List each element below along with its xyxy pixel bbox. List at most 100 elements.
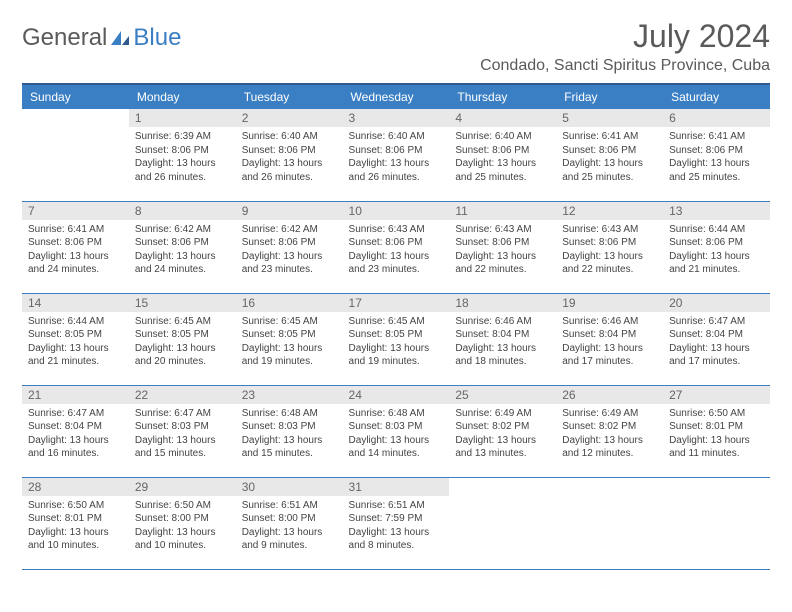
calendar-day-cell: 25Sunrise: 6:49 AMSunset: 8:02 PMDayligh… <box>449 385 556 477</box>
calendar-day-cell: 13Sunrise: 6:44 AMSunset: 8:06 PMDayligh… <box>663 201 770 293</box>
day-detail-line: and 22 minutes. <box>455 263 550 277</box>
day-details: Sunrise: 6:50 AMSunset: 8:01 PMDaylight:… <box>663 404 770 465</box>
day-details: Sunrise: 6:48 AMSunset: 8:03 PMDaylight:… <box>343 404 450 465</box>
day-detail-line: Daylight: 13 hours <box>562 250 657 264</box>
day-detail-line: and 23 minutes. <box>242 263 337 277</box>
day-detail-line: Sunset: 8:04 PM <box>562 328 657 342</box>
day-details: Sunrise: 6:43 AMSunset: 8:06 PMDaylight:… <box>556 220 663 281</box>
day-detail-line: Sunset: 8:03 PM <box>349 420 444 434</box>
day-detail-line: Daylight: 13 hours <box>242 157 337 171</box>
day-detail-line: Sunset: 8:06 PM <box>349 236 444 250</box>
day-detail-line: Sunset: 8:06 PM <box>135 236 230 250</box>
day-detail-line: Sunrise: 6:47 AM <box>669 315 764 329</box>
day-detail-line: Sunset: 8:06 PM <box>242 144 337 158</box>
day-detail-line: Daylight: 13 hours <box>455 157 550 171</box>
day-detail-line: and 24 minutes. <box>135 263 230 277</box>
day-details: Sunrise: 6:40 AMSunset: 8:06 PMDaylight:… <box>236 127 343 188</box>
day-details: Sunrise: 6:41 AMSunset: 8:06 PMDaylight:… <box>22 220 129 281</box>
day-number: 27 <box>663 386 770 404</box>
day-details: Sunrise: 6:46 AMSunset: 8:04 PMDaylight:… <box>556 312 663 373</box>
day-detail-line: Sunrise: 6:45 AM <box>242 315 337 329</box>
weekday-header: Sunday <box>22 84 129 109</box>
day-detail-line: Daylight: 13 hours <box>669 157 764 171</box>
day-detail-line: Sunset: 8:02 PM <box>455 420 550 434</box>
day-details: Sunrise: 6:43 AMSunset: 8:06 PMDaylight:… <box>343 220 450 281</box>
weekday-header: Monday <box>129 84 236 109</box>
day-details: Sunrise: 6:45 AMSunset: 8:05 PMDaylight:… <box>236 312 343 373</box>
day-details: Sunrise: 6:50 AMSunset: 8:01 PMDaylight:… <box>22 496 129 557</box>
day-details: Sunrise: 6:39 AMSunset: 8:06 PMDaylight:… <box>129 127 236 188</box>
day-detail-line: Sunrise: 6:47 AM <box>28 407 123 421</box>
day-detail-line: Daylight: 13 hours <box>562 342 657 356</box>
weekday-header: Tuesday <box>236 84 343 109</box>
day-detail-line: Sunrise: 6:43 AM <box>349 223 444 237</box>
day-detail-line: Sunset: 8:03 PM <box>135 420 230 434</box>
day-detail-line: Sunrise: 6:50 AM <box>669 407 764 421</box>
day-detail-line: and 23 minutes. <box>349 263 444 277</box>
calendar-week-row: 7Sunrise: 6:41 AMSunset: 8:06 PMDaylight… <box>22 201 770 293</box>
calendar-day-cell: 14Sunrise: 6:44 AMSunset: 8:05 PMDayligh… <box>22 293 129 385</box>
day-detail-line: and 17 minutes. <box>562 355 657 369</box>
day-detail-line: Daylight: 13 hours <box>28 250 123 264</box>
day-detail-line: Daylight: 13 hours <box>242 250 337 264</box>
day-detail-line: Sunrise: 6:44 AM <box>669 223 764 237</box>
calendar-day-cell: 7Sunrise: 6:41 AMSunset: 8:06 PMDaylight… <box>22 201 129 293</box>
day-detail-line: Daylight: 13 hours <box>135 434 230 448</box>
calendar-day-cell: 15Sunrise: 6:45 AMSunset: 8:05 PMDayligh… <box>129 293 236 385</box>
day-detail-line: Daylight: 13 hours <box>669 250 764 264</box>
day-detail-line: Sunrise: 6:47 AM <box>135 407 230 421</box>
day-number-empty <box>449 478 556 496</box>
day-detail-line: and 14 minutes. <box>349 447 444 461</box>
day-detail-line: Sunset: 8:05 PM <box>135 328 230 342</box>
day-detail-line: and 11 minutes. <box>669 447 764 461</box>
day-detail-line: Sunset: 8:01 PM <box>669 420 764 434</box>
day-number: 13 <box>663 202 770 220</box>
logo: General Blue <box>22 18 181 52</box>
calendar-header-row: SundayMondayTuesdayWednesdayThursdayFrid… <box>22 84 770 109</box>
day-detail-line: and 25 minutes. <box>455 171 550 185</box>
day-detail-line: Daylight: 13 hours <box>562 434 657 448</box>
day-detail-line: Sunrise: 6:48 AM <box>242 407 337 421</box>
calendar-day-cell <box>663 477 770 569</box>
day-number: 7 <box>22 202 129 220</box>
day-number: 17 <box>343 294 450 312</box>
day-detail-line: Sunrise: 6:45 AM <box>135 315 230 329</box>
calendar-day-cell: 19Sunrise: 6:46 AMSunset: 8:04 PMDayligh… <box>556 293 663 385</box>
day-detail-line: Sunrise: 6:39 AM <box>135 130 230 144</box>
day-detail-line: Daylight: 13 hours <box>562 157 657 171</box>
day-detail-line: Sunset: 8:06 PM <box>562 144 657 158</box>
day-detail-line: Sunset: 8:06 PM <box>669 144 764 158</box>
calendar-day-cell: 20Sunrise: 6:47 AMSunset: 8:04 PMDayligh… <box>663 293 770 385</box>
day-detail-line: and 19 minutes. <box>349 355 444 369</box>
day-detail-line: Sunrise: 6:49 AM <box>562 407 657 421</box>
day-detail-line: and 16 minutes. <box>28 447 123 461</box>
day-details: Sunrise: 6:49 AMSunset: 8:02 PMDaylight:… <box>449 404 556 465</box>
day-details: Sunrise: 6:46 AMSunset: 8:04 PMDaylight:… <box>449 312 556 373</box>
day-number: 23 <box>236 386 343 404</box>
day-detail-line: and 22 minutes. <box>562 263 657 277</box>
calendar-day-cell: 26Sunrise: 6:49 AMSunset: 8:02 PMDayligh… <box>556 385 663 477</box>
day-number: 12 <box>556 202 663 220</box>
day-number: 21 <box>22 386 129 404</box>
day-details: Sunrise: 6:51 AMSunset: 8:00 PMDaylight:… <box>236 496 343 557</box>
day-detail-line: Sunrise: 6:45 AM <box>349 315 444 329</box>
day-details: Sunrise: 6:47 AMSunset: 8:03 PMDaylight:… <box>129 404 236 465</box>
day-detail-line: Daylight: 13 hours <box>349 526 444 540</box>
day-detail-line: Sunrise: 6:41 AM <box>562 130 657 144</box>
day-detail-line: Sunset: 8:03 PM <box>242 420 337 434</box>
day-detail-line: Sunset: 8:06 PM <box>349 144 444 158</box>
day-detail-line: and 18 minutes. <box>455 355 550 369</box>
calendar-day-cell: 23Sunrise: 6:48 AMSunset: 8:03 PMDayligh… <box>236 385 343 477</box>
day-detail-line: and 15 minutes. <box>242 447 337 461</box>
day-detail-line: Sunrise: 6:42 AM <box>242 223 337 237</box>
day-number: 9 <box>236 202 343 220</box>
day-number-empty <box>663 478 770 496</box>
day-number: 6 <box>663 109 770 127</box>
calendar-week-row: 14Sunrise: 6:44 AMSunset: 8:05 PMDayligh… <box>22 293 770 385</box>
day-detail-line: Daylight: 13 hours <box>349 250 444 264</box>
day-detail-line: Sunset: 8:06 PM <box>455 236 550 250</box>
day-detail-line: Sunrise: 6:50 AM <box>135 499 230 513</box>
day-detail-line: Sunrise: 6:40 AM <box>455 130 550 144</box>
day-detail-line: Sunrise: 6:41 AM <box>28 223 123 237</box>
day-number: 28 <box>22 478 129 496</box>
